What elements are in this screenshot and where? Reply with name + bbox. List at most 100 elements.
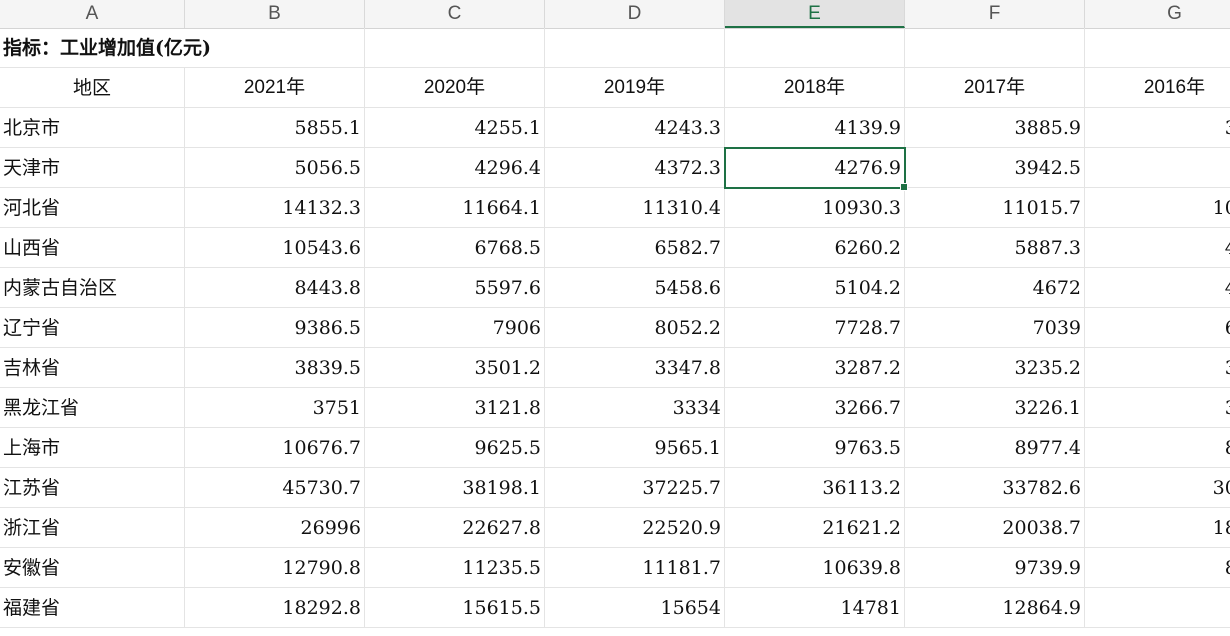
value-cell[interactable]: 3266.7 [725, 388, 905, 428]
fill-handle[interactable] [900, 183, 908, 191]
value-cell[interactable]: 26996 [185, 508, 365, 548]
value-cell[interactable]: 3235.2 [905, 348, 1085, 388]
region-cell[interactable]: 福建省 [0, 588, 185, 628]
value-cell[interactable]: 4672 [905, 268, 1085, 308]
value-cell[interactable]: 1866 [1085, 508, 1230, 548]
value-cell[interactable]: 3287.2 [725, 348, 905, 388]
value-cell[interactable]: 3347.8 [545, 348, 725, 388]
value-cell[interactable]: 5887.3 [905, 228, 1085, 268]
value-cell[interactable]: 890 [1085, 548, 1230, 588]
value-cell[interactable]: 3501.2 [365, 348, 545, 388]
column-header-d[interactable]: D [545, 0, 725, 28]
value-cell[interactable]: 3 [1085, 148, 1230, 188]
region-header-cell[interactable]: 地区 [0, 68, 185, 108]
value-cell[interactable]: 4372.3 [545, 148, 725, 188]
column-header-a[interactable]: A [0, 0, 185, 28]
value-cell[interactable]: 15615.5 [365, 588, 545, 628]
region-cell[interactable]: 吉林省 [0, 348, 185, 388]
cell[interactable] [365, 28, 545, 68]
value-cell[interactable]: 11664.1 [365, 188, 545, 228]
value-cell[interactable]: 1075 [1085, 188, 1230, 228]
region-cell[interactable]: 山西省 [0, 228, 185, 268]
value-cell[interactable]: 37225.7 [545, 468, 725, 508]
value-cell[interactable]: 314 [1085, 348, 1230, 388]
region-cell[interactable]: 辽宁省 [0, 308, 185, 348]
region-cell[interactable]: 河北省 [0, 188, 185, 228]
value-cell[interactable]: 15654 [545, 588, 725, 628]
value-cell[interactable]: 14132.3 [185, 188, 365, 228]
value-cell[interactable]: 6582.7 [545, 228, 725, 268]
value-cell[interactable]: 336 [1085, 388, 1230, 428]
value-cell[interactable]: 661 [1085, 308, 1230, 348]
value-cell[interactable]: 22627.8 [365, 508, 545, 548]
value-cell[interactable]: 11 [1085, 588, 1230, 628]
year-header-cell[interactable]: 2016年 [1085, 68, 1230, 108]
value-cell[interactable]: 12864.9 [905, 588, 1085, 628]
value-cell[interactable]: 9565.1 [545, 428, 725, 468]
region-cell[interactable]: 上海市 [0, 428, 185, 468]
year-header-cell[interactable]: 2019年 [545, 68, 725, 108]
value-cell[interactable]: 444 [1085, 228, 1230, 268]
value-cell[interactable]: 5597.6 [365, 268, 545, 308]
region-cell[interactable]: 安徽省 [0, 548, 185, 588]
value-cell[interactable]: 9763.5 [725, 428, 905, 468]
value-cell[interactable]: 435 [1085, 268, 1230, 308]
value-cell[interactable]: 4296.4 [365, 148, 545, 188]
cell[interactable] [545, 28, 725, 68]
value-cell[interactable]: 8443.8 [185, 268, 365, 308]
value-cell[interactable]: 3942.5 [905, 148, 1085, 188]
value-cell[interactable]: 11181.7 [545, 548, 725, 588]
region-cell[interactable]: 北京市 [0, 108, 185, 148]
value-cell[interactable]: 11310.4 [545, 188, 725, 228]
value-cell[interactable]: 4255.1 [365, 108, 545, 148]
value-cell[interactable]: 18292.8 [185, 588, 365, 628]
value-cell[interactable]: 6768.5 [365, 228, 545, 268]
value-cell[interactable]: 5458.6 [545, 268, 725, 308]
value-cell[interactable]: 22520.9 [545, 508, 725, 548]
year-header-cell[interactable]: 2021年 [185, 68, 365, 108]
value-cell[interactable]: 3839.5 [185, 348, 365, 388]
value-cell[interactable]: 7728.7 [725, 308, 905, 348]
value-cell[interactable]: 8977.4 [905, 428, 1085, 468]
value-cell[interactable]: 5855.1 [185, 108, 365, 148]
value-cell[interactable]: 20038.7 [905, 508, 1085, 548]
value-cell[interactable]: 3885.9 [905, 108, 1085, 148]
value-cell[interactable]: 10930.3 [725, 188, 905, 228]
value-cell[interactable]: 36113.2 [725, 468, 905, 508]
value-cell[interactable]: 5104.2 [725, 268, 905, 308]
region-cell[interactable]: 内蒙古自治区 [0, 268, 185, 308]
value-cell[interactable]: 10639.8 [725, 548, 905, 588]
value-cell[interactable]: 33782.6 [905, 468, 1085, 508]
region-cell[interactable]: 江苏省 [0, 468, 185, 508]
year-header-cell[interactable]: 2018年 [725, 68, 905, 108]
value-cell[interactable]: 3029 [1085, 468, 1230, 508]
cell[interactable] [905, 28, 1085, 68]
region-cell[interactable]: 天津市 [0, 148, 185, 188]
value-cell[interactable]: 3226.1 [905, 388, 1085, 428]
value-cell[interactable]: 21621.2 [725, 508, 905, 548]
value-cell[interactable]: 11015.7 [905, 188, 1085, 228]
year-header-cell[interactable]: 2020年 [365, 68, 545, 108]
value-cell[interactable]: 3334 [545, 388, 725, 428]
value-cell[interactable]: 4276.9 [725, 148, 905, 188]
value-cell[interactable]: 10543.6 [185, 228, 365, 268]
value-cell[interactable]: 363 [1085, 108, 1230, 148]
value-cell[interactable]: 9739.9 [905, 548, 1085, 588]
value-cell[interactable]: 8052.2 [545, 308, 725, 348]
value-cell[interactable]: 45730.7 [185, 468, 365, 508]
value-cell[interactable]: 9625.5 [365, 428, 545, 468]
region-cell[interactable]: 浙江省 [0, 508, 185, 548]
value-cell[interactable]: 12790.8 [185, 548, 365, 588]
column-header-c[interactable]: C [365, 0, 545, 28]
value-cell[interactable]: 11235.5 [365, 548, 545, 588]
value-cell[interactable]: 5056.5 [185, 148, 365, 188]
region-cell[interactable]: 黑龙江省 [0, 388, 185, 428]
value-cell[interactable]: 10676.7 [185, 428, 365, 468]
value-cell[interactable]: 14781 [725, 588, 905, 628]
column-header-e[interactable]: E [725, 0, 905, 28]
value-cell[interactable]: 7906 [365, 308, 545, 348]
value-cell[interactable]: 38198.1 [365, 468, 545, 508]
value-cell[interactable]: 7039 [905, 308, 1085, 348]
indicator-title[interactable]: 指标：工业增加值(亿元) [0, 28, 365, 68]
value-cell[interactable]: 3751 [185, 388, 365, 428]
